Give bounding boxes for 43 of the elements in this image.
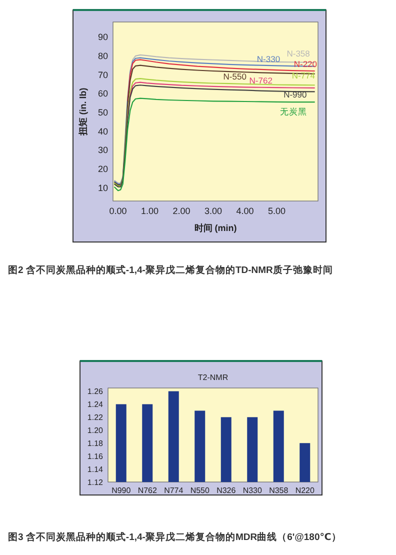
y-tick-label: 20 bbox=[98, 164, 108, 174]
y-tick-label: 1.14 bbox=[87, 465, 104, 474]
y-tick-label: 30 bbox=[98, 145, 108, 156]
x-tick-label: 1.00 bbox=[141, 206, 159, 216]
series-label: N-358 bbox=[286, 48, 310, 58]
chart-title: T2-NMR bbox=[198, 373, 228, 382]
x-tick-label: 2.00 bbox=[172, 206, 190, 216]
y-tick-label: 60 bbox=[98, 88, 108, 99]
x-tick-label: 0.00 bbox=[109, 206, 127, 216]
y-axis-title: 扭矩 (in. lb) bbox=[78, 88, 88, 136]
x-tick-label: N220 bbox=[295, 486, 315, 495]
x-tick-label: N550 bbox=[190, 486, 210, 495]
y-tick-label: 10 bbox=[98, 182, 108, 193]
series-label: N-762 bbox=[249, 76, 273, 86]
x-tick-label: N774 bbox=[164, 486, 184, 495]
y-tick-label: 50 bbox=[98, 107, 108, 118]
x-tick-label: N330 bbox=[242, 486, 262, 495]
y-tick-label: 1.26 bbox=[87, 387, 104, 396]
series-label: 无炭黑 bbox=[280, 106, 308, 116]
y-tick-label: 1.12 bbox=[87, 478, 104, 487]
y-tick-label: 90 bbox=[98, 32, 108, 42]
x-tick-label: N326 bbox=[216, 486, 236, 495]
caption: 图2 含不同炭黑品种的顺式-1,4-聚异戊二烯复合物的TD-NMR质子弛豫时间 bbox=[8, 264, 333, 276]
y-tick-label: 70 bbox=[98, 70, 108, 80]
caption: 图3 含不同炭黑品种的顺式-1,4-聚异戊二烯复合物的MDR曲线（6'@180℃） bbox=[8, 531, 342, 543]
line-series bbox=[114, 98, 316, 192]
x-tick-label: 3.00 bbox=[204, 206, 222, 216]
x-tick-label: N762 bbox=[138, 486, 158, 495]
y-tick-label: 40 bbox=[98, 126, 108, 136]
y-tick-label: 1.22 bbox=[87, 413, 104, 422]
series-label: N-330 bbox=[256, 54, 280, 64]
x-axis-title: 时间 (min) bbox=[194, 223, 237, 233]
y-tick-label: 1.24 bbox=[87, 400, 104, 410]
x-tick-label: 5.00 bbox=[268, 206, 286, 216]
y-tick-label: 80 bbox=[98, 50, 108, 61]
line-series bbox=[127, 82, 316, 119]
y-tick-label: 1.20 bbox=[87, 426, 104, 436]
series-label: N-550 bbox=[223, 71, 247, 82]
y-tick-label: 1.16 bbox=[87, 452, 104, 462]
y-tick-label: 1.18 bbox=[87, 439, 104, 448]
x-tick-label: N358 bbox=[269, 486, 289, 495]
x-tick-label: N990 bbox=[112, 486, 132, 495]
x-tick-label: 4.00 bbox=[236, 206, 254, 216]
